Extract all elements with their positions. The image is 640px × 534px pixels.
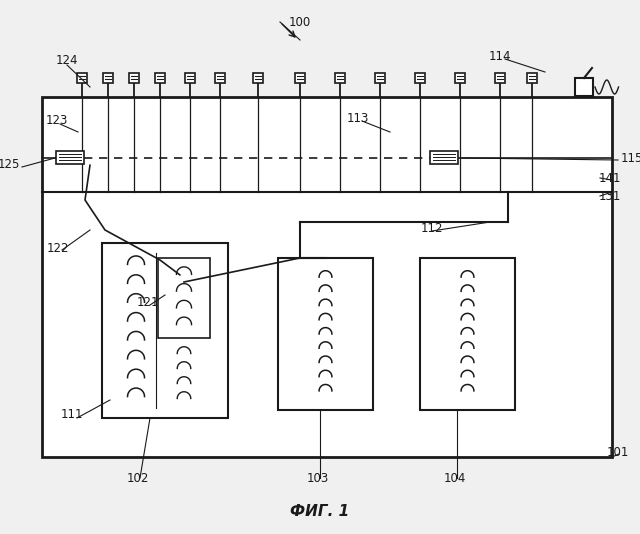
Text: 101: 101 (607, 445, 629, 459)
Text: 123: 123 (46, 114, 68, 127)
Bar (415, 73, 425, 83)
Bar (185, 73, 195, 83)
Bar (430, 151, 458, 164)
Text: 100: 100 (289, 15, 311, 28)
Bar (155, 73, 165, 83)
Bar (278, 258, 373, 410)
Bar (375, 73, 385, 83)
Text: 115: 115 (621, 152, 640, 164)
Text: 131: 131 (599, 190, 621, 202)
Bar (158, 258, 210, 338)
Text: 121: 121 (137, 295, 159, 309)
Bar (420, 258, 515, 410)
Bar (215, 73, 225, 83)
Bar (129, 73, 139, 83)
Bar (455, 73, 465, 83)
Bar (56, 151, 84, 164)
Text: 102: 102 (127, 472, 149, 484)
Text: 141: 141 (599, 171, 621, 185)
Bar (575, 78, 593, 96)
Bar (77, 73, 87, 83)
Bar (102, 243, 228, 418)
Text: ФИГ. 1: ФИГ. 1 (291, 505, 349, 520)
Bar (527, 73, 537, 83)
Bar (253, 73, 263, 83)
Bar (42, 97, 612, 457)
Text: 112: 112 (420, 222, 444, 234)
Bar (495, 73, 505, 83)
Text: 111: 111 (61, 409, 83, 421)
Text: 114: 114 (489, 50, 511, 62)
Text: 113: 113 (347, 112, 369, 124)
Text: 124: 124 (56, 53, 78, 67)
Text: 122: 122 (47, 241, 69, 255)
Bar (103, 73, 113, 83)
Text: 125: 125 (0, 159, 20, 171)
Text: 103: 103 (307, 472, 329, 484)
Text: 104: 104 (444, 472, 466, 484)
Bar (335, 73, 345, 83)
Bar (295, 73, 305, 83)
